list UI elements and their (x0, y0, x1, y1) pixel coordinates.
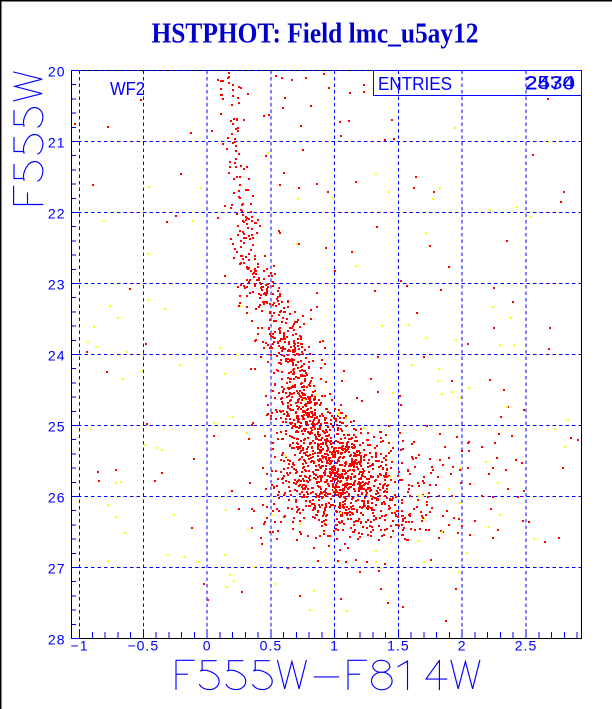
svg-text:1.5: 1.5 (387, 638, 409, 654)
svg-text:−0.5: −0.5 (127, 638, 159, 654)
svg-text:ENTRIES: ENTRIES (378, 74, 452, 94)
svg-text:23: 23 (48, 277, 66, 293)
svg-text:27: 27 (48, 561, 66, 577)
svg-text:1: 1 (330, 638, 339, 654)
svg-text:−1: −1 (71, 638, 89, 654)
svg-text:2470: 2470 (525, 74, 575, 94)
svg-text:20: 20 (48, 64, 66, 80)
svg-text:22: 22 (48, 206, 66, 222)
svg-text:WF2: WF2 (110, 79, 145, 99)
svg-text:2: 2 (458, 638, 467, 654)
svg-text:28: 28 (48, 632, 66, 648)
svg-text:26: 26 (48, 490, 66, 506)
svg-text:25: 25 (48, 419, 66, 435)
svg-text:HSTPHOT: Field lmc_u5ay12: HSTPHOT: Field lmc_u5ay12 (152, 19, 479, 50)
svg-text:0: 0 (203, 638, 212, 654)
svg-text:24: 24 (48, 348, 66, 364)
svg-text:0.5: 0.5 (260, 638, 282, 654)
svg-text:21: 21 (48, 135, 66, 151)
svg-text:2534: 2534 (525, 73, 575, 93)
svg-text:2.5: 2.5 (515, 638, 537, 654)
